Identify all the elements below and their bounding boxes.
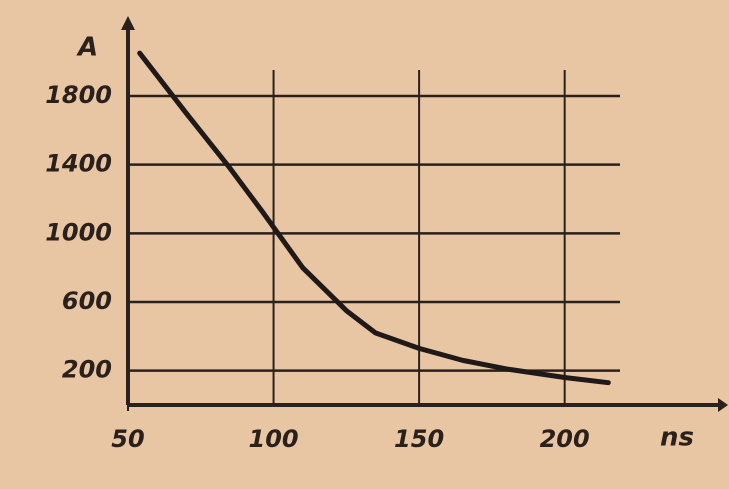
y-tick-label: 1800 bbox=[45, 81, 112, 109]
x-tick-label: 100 bbox=[249, 425, 299, 453]
x-arrow bbox=[718, 398, 728, 412]
y-tick-label: 600 bbox=[62, 287, 112, 315]
data-line bbox=[137, 50, 611, 386]
y-tick-label: 1400 bbox=[45, 150, 112, 178]
y-tick-label: 1000 bbox=[45, 218, 112, 246]
y-tick-label: 200 bbox=[62, 356, 112, 384]
x-tick-label: 200 bbox=[540, 425, 590, 453]
x-tick-label: 50 bbox=[111, 425, 144, 453]
x-tick-label: 150 bbox=[394, 425, 444, 453]
y-axis-label: A bbox=[76, 33, 98, 63]
x-axis-label: ns bbox=[660, 423, 694, 453]
y-arrow bbox=[121, 16, 135, 30]
